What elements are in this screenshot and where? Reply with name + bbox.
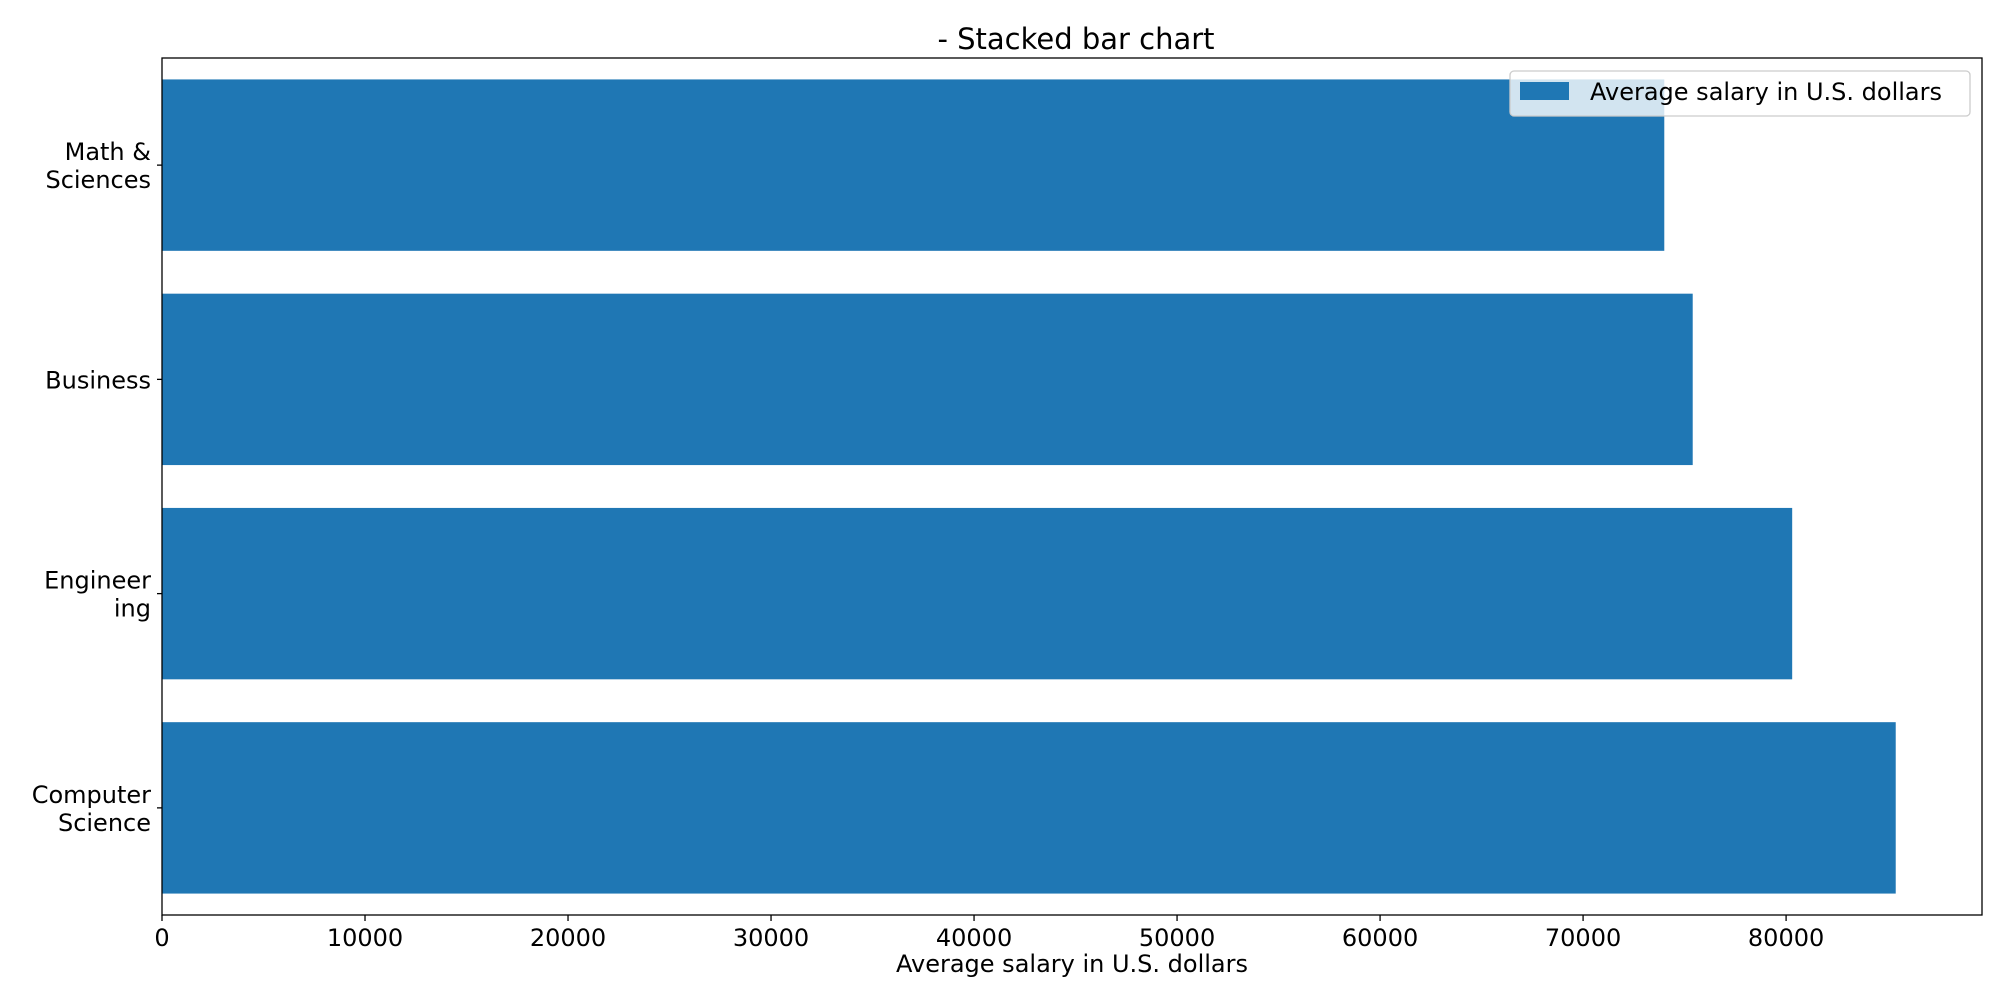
legend-label: Average salary in U.S. dollars [1590,78,1942,106]
plot-frame [161,57,1983,916]
bar [162,507,1793,680]
x-tick-label: 30000 [733,924,809,952]
y-tick-label: ing [114,595,151,623]
bar [162,293,1693,466]
x-axis: 0 10000 20000 30000 40000 50000 60000 70000 8000… [154,915,1824,952]
x-tick-label: 60000 [1342,924,1418,952]
bar [162,722,1896,894]
legend-box [1509,70,1971,117]
x-tick-label: 80000 [1748,924,1824,952]
y-tick-label: Computer [32,781,151,809]
bar [162,79,1665,251]
y-tick-label: Sciences [45,166,151,194]
x-axis-title: Average salary in U.S. dollars [896,950,1248,978]
x-tick-label: 70000 [1545,924,1621,952]
y-tick-label: Science [58,809,151,837]
x-tick-label: 10000 [327,924,403,952]
y-tick-label: Engineer [44,567,151,595]
chart-title: - Stacked bar chart [937,22,1214,56]
legend-swatch [1520,82,1569,100]
bars-layer [162,79,1896,894]
x-tick-label: 40000 [936,924,1012,952]
y-tick-label: Math & [65,138,151,166]
x-tick-label: 0 [154,924,169,952]
legend: Average salary in U.S. dollars [1509,70,1971,117]
y-tick-label: Business [45,366,151,394]
x-tick-label: 20000 [530,924,606,952]
x-tick-label: 50000 [1139,924,1215,952]
